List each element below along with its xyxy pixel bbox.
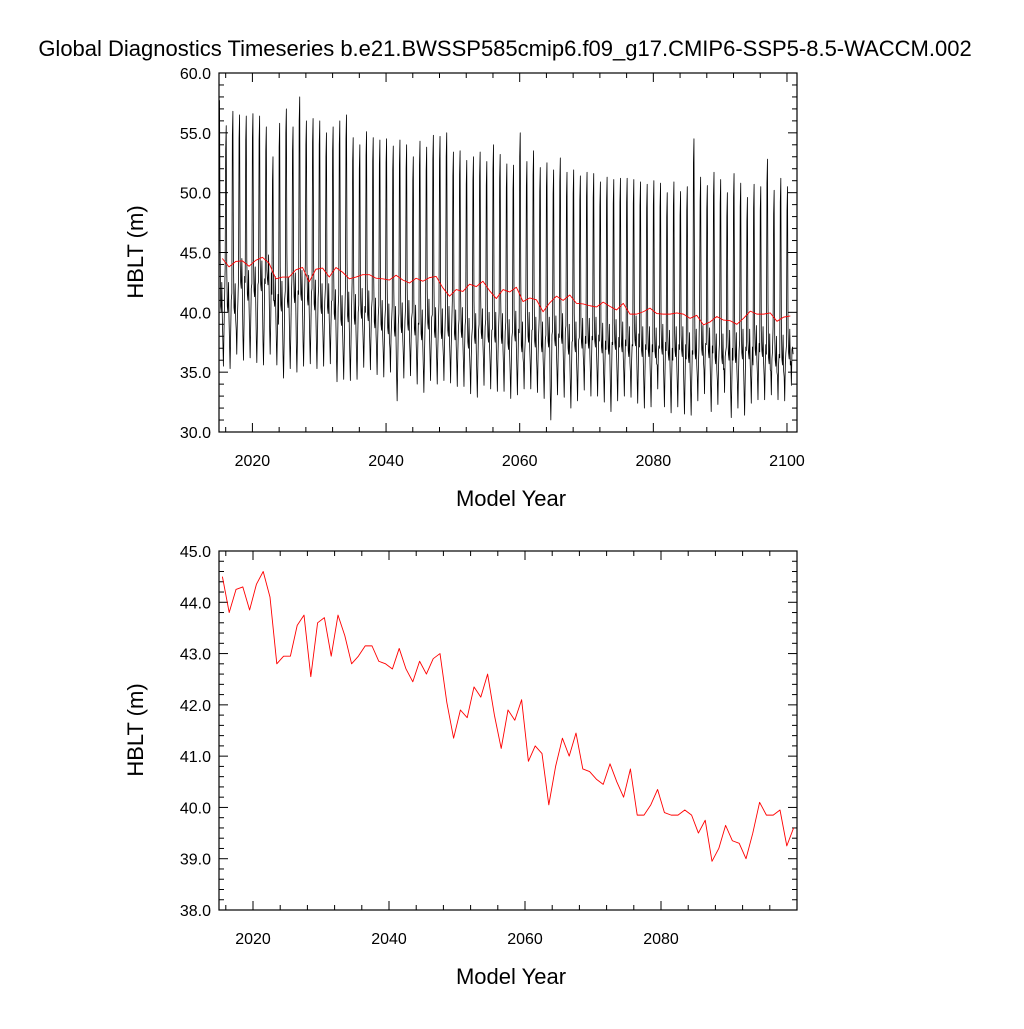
top-panel-frame xyxy=(218,72,798,433)
x-tick-label: 2080 xyxy=(636,453,672,470)
y-tick-label: 41.0 xyxy=(180,749,211,766)
top-panel-monthly-series-line xyxy=(218,96,794,421)
y-tick-label: 60.0 xyxy=(180,66,211,83)
y-tick-label: 40.0 xyxy=(180,800,211,817)
x-tick-label: 2020 xyxy=(235,453,271,470)
bottom-panel: 38.0 39.0 40.0 41.0 42.0 43.0 44.0 45.0 2020 204… xyxy=(123,544,798,989)
bottom-panel-frame xyxy=(218,550,798,911)
y-tick-label: 35.0 xyxy=(180,365,211,382)
bottom-panel-x-tick-labels: 2020 2040 2060 2080 xyxy=(235,931,679,948)
y-tick-label: 39.0 xyxy=(180,852,211,869)
top-panel-y-label: HBLT (m) xyxy=(123,205,148,298)
bottom-panel-x-label: Model Year xyxy=(456,964,566,989)
y-tick-label: 43.0 xyxy=(180,647,211,664)
bottom-panel-series xyxy=(221,571,795,862)
y-tick-label: 38.0 xyxy=(180,903,211,920)
x-tick-label: 2100 xyxy=(769,453,805,470)
y-tick-label: 40.0 xyxy=(180,305,211,322)
x-tick-label: 2040 xyxy=(368,453,404,470)
bottom-panel-y-tick-labels: 38.0 39.0 40.0 41.0 42.0 43.0 44.0 45.0 xyxy=(180,544,211,920)
x-tick-label: 2020 xyxy=(235,931,271,948)
y-tick-label: 45.0 xyxy=(180,544,211,561)
y-tick-label: 30.0 xyxy=(180,425,211,442)
x-tick-label: 2060 xyxy=(507,931,543,948)
top-panel-x-label: Model Year xyxy=(456,486,566,511)
bottom-panel-annual-series-line xyxy=(221,571,795,862)
y-tick-label: 44.0 xyxy=(180,595,211,612)
bottom-panel-ticks xyxy=(219,550,798,911)
figure-title: Global Diagnostics Timeseries b.e21.BWSS… xyxy=(38,36,971,61)
x-tick-label: 2080 xyxy=(643,931,679,948)
x-tick-label: 2040 xyxy=(371,931,407,948)
top-panel-y-tick-labels: 30.0 35.0 40.0 45.0 50.0 55.0 60.0 xyxy=(180,66,211,442)
y-tick-label: 50.0 xyxy=(180,186,211,203)
top-panel: 30.0 35.0 40.0 45.0 50.0 55.0 60.0 2020 2040 206… xyxy=(123,66,805,511)
top-panel-series xyxy=(218,96,794,421)
y-tick-label: 45.0 xyxy=(180,246,211,263)
y-tick-label: 42.0 xyxy=(180,698,211,715)
top-panel-annual-series-line xyxy=(221,256,791,326)
bottom-panel-y-label: HBLT (m) xyxy=(123,683,148,776)
x-tick-label: 2060 xyxy=(502,453,538,470)
y-tick-label: 55.0 xyxy=(180,126,211,143)
top-panel-x-tick-labels: 2020 2040 2060 2080 2100 xyxy=(235,453,805,470)
